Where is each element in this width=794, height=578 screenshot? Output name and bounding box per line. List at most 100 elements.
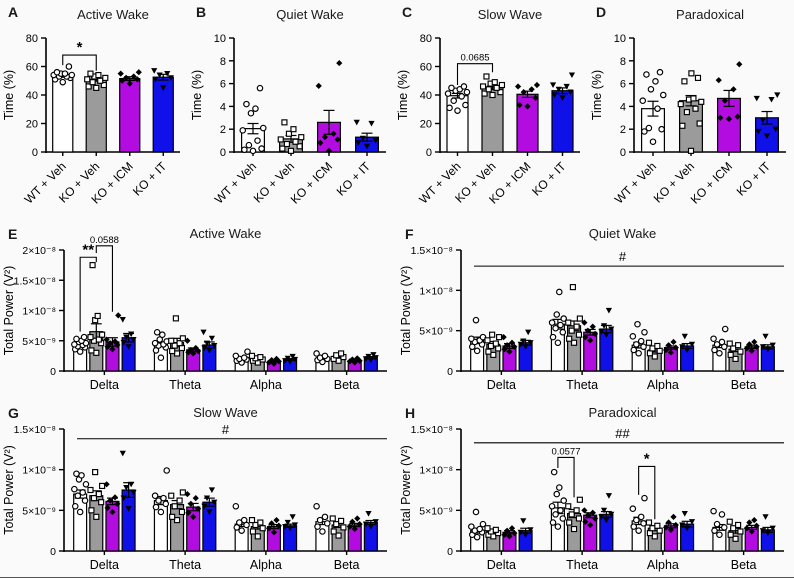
svg-text:KO + ICM: KO + ICM (688, 159, 735, 206)
grouped-bar-chart-paradoxical-power: 0 5×10⁻⁹ 1×10⁻⁸ 1.5×10⁻⁸ Total Power (V²) Del… (399, 424, 784, 572)
panel-h-paradoxical-power: H Paradoxical 0 5×10⁻⁹ 1×10⁻⁸ 1.5×10⁻⁸ Total… (397, 397, 794, 577)
svg-text:1.5×10⁻⁸: 1.5×10⁻⁸ (14, 424, 56, 436)
svg-text:1×10⁻⁸: 1×10⁻⁸ (419, 465, 453, 477)
svg-text:#: # (619, 249, 627, 264)
panel-title-g: Slow Wave (193, 405, 258, 420)
svg-text:80: 80 (26, 33, 38, 45)
svg-text:Theta: Theta (169, 558, 201, 572)
svg-text:Delta: Delta (487, 558, 516, 572)
svg-text:KO + IT: KO + IT (529, 159, 569, 199)
panel-c-slow-wave-time: C Slow Wave 0 20 40 60 80 Time (%) WT + Veh KO … (394, 0, 588, 218)
svg-text:8: 8 (620, 56, 626, 68)
panel-letter-f: F (405, 226, 414, 242)
svg-text:#: # (222, 422, 230, 437)
svg-text:0: 0 (32, 147, 38, 159)
panel-letter-e: E (8, 226, 18, 242)
panel-letter-d: D (596, 4, 607, 20)
panel-title-b: Quiet Wake (276, 7, 344, 22)
panel-d-paradoxical-time: D Paradoxical 0 2 4 6 8 10 Time (%) WT + Veh KO … (588, 0, 794, 218)
svg-text:2: 2 (620, 124, 626, 136)
svg-text:WT + Veh: WT + Veh (212, 159, 259, 206)
panel-title-c: Slow Wave (477, 7, 543, 22)
figure-row-middle: E Active Wake 0 5×10⁻⁹ 1×10⁻⁸ 1.5×10⁻⁸ 2×10⁻… (0, 218, 794, 397)
panel-letter-b: B (196, 4, 207, 20)
panel-letter-h: H (405, 405, 416, 421)
svg-text:KO + IT: KO + IT (130, 159, 170, 199)
svg-text:1×10⁻⁸: 1×10⁻⁸ (419, 285, 453, 297)
svg-text:*: * (77, 39, 83, 56)
svg-text:Beta: Beta (731, 378, 757, 392)
svg-text:Alpha: Alpha (250, 378, 282, 392)
svg-text:20: 20 (26, 119, 38, 131)
grouped-bar-chart-active-wake-power: 0 5×10⁻⁹ 1×10⁻⁸ 1.5×10⁻⁸ 2×10⁻⁸ Total Power (… (2, 235, 387, 392)
svg-text:Delta: Delta (90, 378, 119, 392)
panel-letter-a: A (8, 4, 19, 20)
svg-text:Time (%): Time (%) (2, 70, 16, 120)
svg-text:KO + ICM: KO + ICM (288, 159, 335, 206)
panel-g-slow-wave-power: G Slow Wave 0 5×10⁻⁹ 1×10⁻⁸ 1.5×10⁻⁸ Total P… (0, 397, 397, 577)
grouped-bar-chart-quiet-wake-power: 0 5×10⁻⁹ 1×10⁻⁸ 1.5×10⁻⁸ Total Power (V²) Del… (399, 245, 784, 392)
svg-text:0: 0 (220, 147, 226, 159)
svg-text:*: * (644, 450, 650, 467)
svg-text:Alpha: Alpha (250, 558, 282, 572)
svg-text:0: 0 (447, 366, 453, 378)
svg-text:5×10⁻⁹: 5×10⁻⁹ (22, 336, 56, 348)
svg-text:4: 4 (620, 101, 626, 113)
svg-text:6: 6 (220, 79, 226, 91)
svg-text:5×10⁻⁹: 5×10⁻⁹ (22, 505, 56, 517)
svg-text:2: 2 (220, 124, 226, 136)
svg-text:Total Power (V²): Total Power (V²) (399, 445, 413, 535)
svg-text:0.0685: 0.0685 (460, 53, 489, 64)
svg-text:Beta: Beta (731, 558, 757, 572)
svg-text:40: 40 (26, 90, 38, 102)
svg-text:Theta: Theta (169, 378, 201, 392)
svg-text:20: 20 (420, 119, 432, 131)
svg-text:1.5×10⁻⁸: 1.5×10⁻⁸ (14, 275, 56, 287)
grouped-bar-chart-slow-wave-power: 0 5×10⁻⁹ 1×10⁻⁸ 1.5×10⁻⁸ Total Power (V²) Del… (2, 422, 387, 572)
svg-text:40: 40 (420, 90, 432, 102)
svg-text:WT + Veh: WT + Veh (612, 159, 659, 206)
svg-text:Alpha: Alpha (647, 378, 679, 392)
svg-text:Time (%): Time (%) (396, 70, 410, 120)
svg-text:0: 0 (620, 147, 626, 159)
panel-a-active-wake-time: A Active Wake 0 20 40 60 80 Time (%) WT + Veh K… (0, 0, 188, 218)
panel-b-quiet-wake-time: B Quiet Wake 0 2 4 6 8 10 Time (%) WT + Veh KO +… (188, 0, 394, 218)
svg-text:**: ** (82, 241, 94, 258)
figure-row-bottom: G Slow Wave 0 5×10⁻⁹ 1×10⁻⁸ 1.5×10⁻⁸ Total P… (0, 397, 794, 577)
svg-text:60: 60 (420, 62, 432, 74)
svg-text:Delta: Delta (90, 558, 119, 572)
svg-text:0.0588: 0.0588 (90, 235, 119, 246)
svg-text:60: 60 (26, 62, 38, 74)
svg-text:Time (%): Time (%) (190, 70, 204, 120)
panel-title-a: Active Wake (77, 7, 149, 22)
svg-text:Total Power (V²): Total Power (V²) (2, 266, 16, 356)
svg-text:Alpha: Alpha (647, 558, 679, 572)
svg-text:4: 4 (220, 101, 226, 113)
panel-title-h: Paradoxical (588, 405, 657, 420)
svg-text:KO + IT: KO + IT (334, 159, 374, 199)
svg-text:2×10⁻⁸: 2×10⁻⁸ (22, 245, 56, 257)
svg-text:KO + IT: KO + IT (734, 159, 774, 199)
svg-text:Theta: Theta (566, 558, 598, 572)
svg-text:1×10⁻⁸: 1×10⁻⁸ (22, 306, 56, 318)
svg-text:0: 0 (426, 147, 432, 159)
panel-letter-g: G (8, 405, 19, 421)
svg-text:10: 10 (214, 33, 226, 45)
panel-title-e: Active Wake (189, 226, 262, 241)
panel-title-f: Quiet Wake (588, 226, 657, 241)
svg-text:1.5×10⁻⁸: 1.5×10⁻⁸ (411, 424, 453, 436)
svg-text:0: 0 (50, 546, 56, 558)
svg-text:8: 8 (220, 56, 226, 68)
panel-f-quiet-wake-power: F Quiet Wake 0 5×10⁻⁹ 1×10⁻⁸ 1.5×10⁻⁸ Total … (397, 218, 794, 397)
svg-text:Beta: Beta (334, 558, 360, 572)
svg-text:Time (%): Time (%) (590, 70, 604, 120)
svg-text:5×10⁻⁹: 5×10⁻⁹ (419, 505, 453, 517)
panel-e-active-wake-power: E Active Wake 0 5×10⁻⁹ 1×10⁻⁸ 1.5×10⁻⁸ 2×10⁻… (0, 218, 397, 397)
svg-text:10: 10 (614, 33, 626, 45)
panel-title-d: Paradoxical (676, 7, 744, 22)
svg-text:0: 0 (50, 366, 56, 378)
